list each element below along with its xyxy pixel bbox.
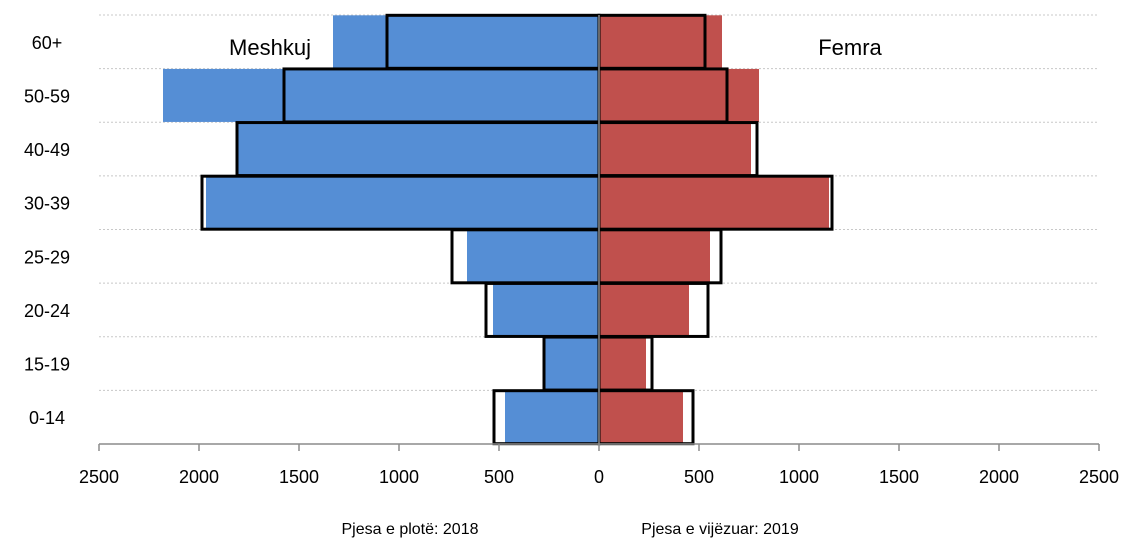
x-tick-label-4: 500	[484, 467, 514, 487]
bar-femra-2018-20-24	[599, 283, 689, 337]
bar-meshkuj-2018-40-49	[237, 122, 599, 176]
y-tick-label-0-14: 0-14	[29, 408, 65, 428]
x-tick-label-10: 2500	[1079, 467, 1119, 487]
bar-femra-2018-50-59	[599, 68, 759, 122]
x-tick-label-1: 2000	[179, 467, 219, 487]
bar-meshkuj-2018-20-24	[493, 283, 599, 337]
y-tick-label-20-24: 20-24	[24, 301, 70, 321]
bar-femra-2018-60+	[599, 15, 722, 69]
bar-femra-2018-0-14	[599, 390, 683, 444]
right-side-label: Femra	[818, 35, 882, 60]
bar-femra-2018-40-49	[599, 122, 751, 176]
left-side-label: Meshkuj	[229, 35, 311, 60]
axis-layer: 2500 2000 1500 1000 500 0 500 1000 1500 2000 2500 0…	[24, 15, 1119, 487]
legend-note-filled: Pjesa e plotë: 2018	[342, 521, 479, 538]
x-tick-label-6: 500	[684, 467, 714, 487]
y-tick-label-30-39: 30-39	[24, 194, 70, 214]
bar-femra-2018-25-29	[599, 229, 710, 283]
x-tick-label-5: 0	[594, 467, 604, 487]
x-tick-label-7: 1000	[779, 467, 819, 487]
bar-meshkuj-2018-60+	[333, 15, 599, 69]
bar-meshkuj-2018-30-39	[206, 176, 599, 230]
bar-meshkuj-2018-25-29	[467, 229, 599, 283]
y-tick-label-60+: 60+	[32, 33, 63, 53]
y-tick-label-25-29: 25-29	[24, 247, 70, 267]
bar-meshkuj-2018-0-14	[505, 390, 599, 444]
x-tick-label-9: 2000	[979, 467, 1019, 487]
bar-meshkuj-2018-50-59	[163, 68, 599, 122]
bar-femra-2018-15-19	[599, 337, 646, 391]
bars-layer	[163, 15, 829, 444]
x-tick-label-2: 1500	[279, 467, 319, 487]
legend-note-outlined: Pjesa e vijëzuar: 2019	[641, 521, 799, 538]
bar-femra-2018-30-39	[599, 176, 829, 230]
y-tick-label-40-49: 40-49	[24, 140, 70, 160]
bar-meshkuj-2018-15-19	[544, 337, 599, 391]
y-tick-label-50-59: 50-59	[24, 86, 70, 106]
x-tick-label-0: 2500	[79, 467, 119, 487]
x-tick-label-8: 1500	[879, 467, 919, 487]
label-layer: Meshkuj Femra Pjesa e plotë: 2018 Pjesa …	[229, 35, 883, 538]
x-tick-label-3: 1000	[379, 467, 419, 487]
y-tick-label-15-19: 15-19	[24, 355, 70, 375]
